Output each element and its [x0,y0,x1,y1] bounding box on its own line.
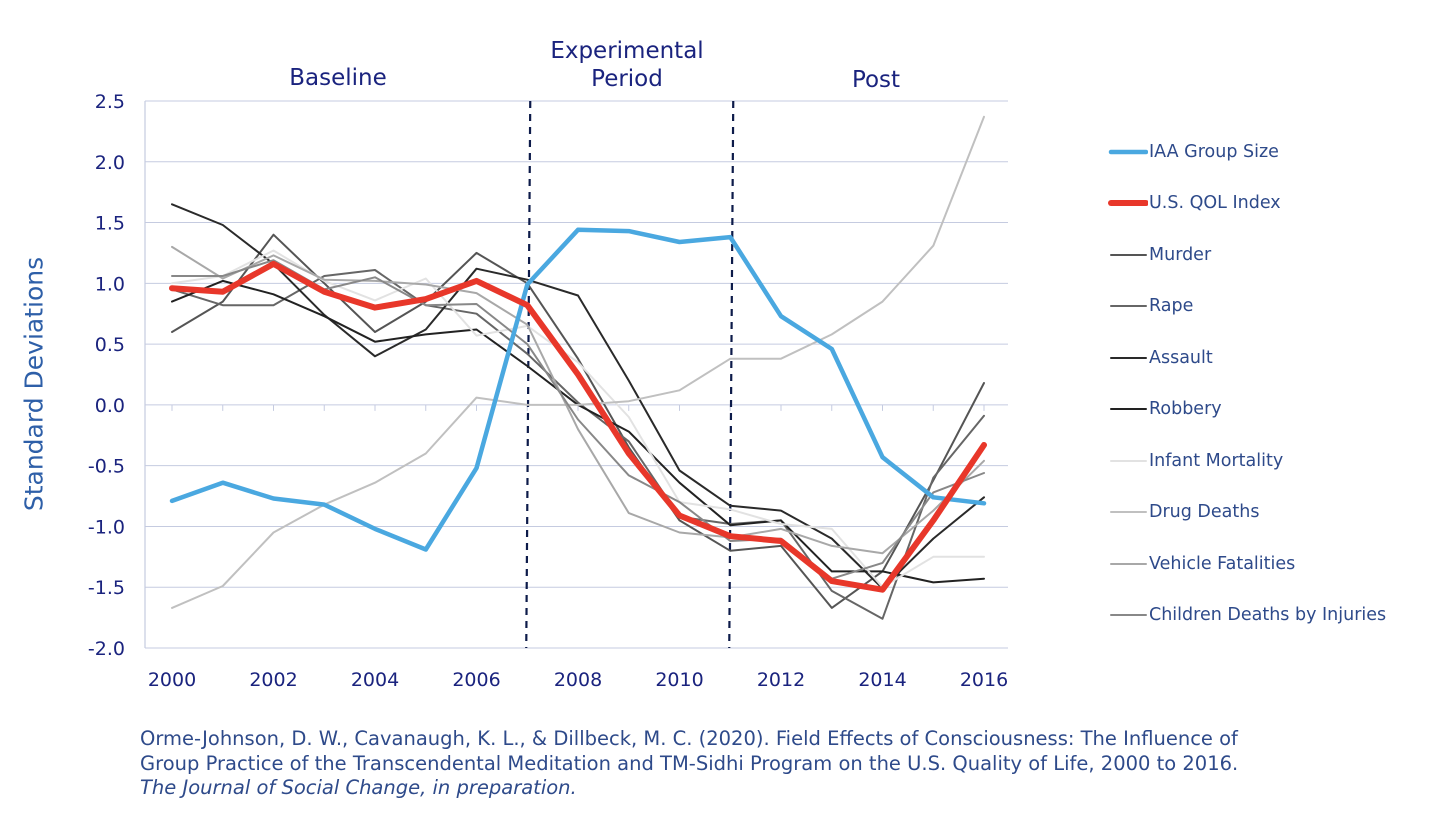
period-label-post: Post [851,67,901,93]
period-label-experimental-line1: Experimental [550,38,704,64]
legend-item: Robbery [1108,384,1386,436]
legend-swatch [1110,562,1147,565]
citation-line-1: Orme-Johnson, D. W., Cavanaugh, K. L., &… [140,727,1238,750]
y-tick-label: 0.5 [95,334,125,356]
series-line-assault [171,203,985,590]
legend-label: Infant Mortality [1149,450,1284,471]
x-tick-label: 2000 [148,669,196,691]
legend-label: Drug Deaths [1149,502,1260,523]
legend-label: Rape [1149,296,1194,317]
period-boundary-line [525,100,532,649]
period-boundary-line [728,100,735,649]
legend-swatch [1110,614,1147,617]
y-tick-label: 1.5 [95,213,125,235]
y-tick-label: -1.5 [88,577,125,599]
x-tick-label: 2004 [351,669,399,691]
legend-label: Robbery [1149,399,1222,420]
legend-label: Children Deaths by Injuries [1149,605,1387,626]
x-tick-label: 2016 [960,669,1008,691]
series-line-robbery [171,279,985,584]
legend-label: IAA Group Size [1149,141,1279,162]
legend-item: Rape [1108,281,1386,333]
series-line-children-deaths-by-injuries [171,259,985,580]
legend-swatch [1110,305,1147,308]
legend-swatch [1108,200,1148,207]
legend-item: Murder [1108,229,1386,281]
legend-item: Assault [1108,332,1386,384]
y-tick-label: 1.0 [95,273,125,295]
period-label-experimental-line2: Period [591,66,663,92]
y-tick-label: -1.0 [88,516,125,538]
x-tick-label: 2002 [249,669,297,691]
y-tick-label: -2.0 [88,638,125,660]
citation: Orme-Johnson, D. W., Cavanaugh, K. L., &… [140,727,1238,801]
legend-label: Murder [1149,244,1212,265]
y-tick-label: 2.0 [95,152,125,174]
legend-item: Drug Deaths [1108,487,1386,539]
legend-swatch [1110,253,1147,256]
legend-swatch [1110,459,1147,462]
x-tick-label: 2010 [655,669,703,691]
y-tick-label: -0.5 [88,456,125,478]
legend-item: IAA Group Size [1108,126,1386,178]
series-line-u-s-qol-index [169,260,987,593]
legend-label: Assault [1149,347,1213,368]
x-tick-label: 2008 [554,669,602,691]
x-tick-label: 2012 [757,669,805,691]
series-line-rape [171,269,985,620]
legend-swatch [1110,511,1147,514]
legend-item: Infant Mortality [1108,435,1386,487]
legend-label: U.S. QOL Index [1149,193,1281,214]
series-line-vehicle-fatalities [171,245,985,555]
legend-label: Vehicle Fatalities [1149,553,1296,574]
series-line-drug-deaths [171,115,985,609]
x-tick-label: 2006 [452,669,500,691]
period-label-experimental: Experimental Period [527,37,727,93]
series-line-murder [171,233,985,609]
x-tick-label: 2014 [858,669,906,691]
legend: IAA Group Size U.S. QOL Index Murder Rape As… [1108,126,1386,641]
legend-swatch [1110,356,1147,359]
citation-line-2: Group Practice of the Transcendental Med… [140,751,1239,775]
y-axis-title: Standard Deviations [19,256,49,512]
legend-item: Vehicle Fatalities [1108,538,1386,590]
citation-journal: The Journal of Social Change, in prepara… [140,776,577,799]
period-label-baseline: Baseline [289,65,387,91]
y-tick-label: 2.5 [95,91,125,113]
legend-swatch [1108,149,1148,154]
legend-item: Children Deaths by Injuries [1108,590,1386,642]
y-tick-label: 0.0 [95,395,125,417]
legend-item: U.S. QOL Index [1108,178,1386,230]
series-line-iaa-group-size [169,227,987,552]
legend-swatch [1110,408,1147,411]
